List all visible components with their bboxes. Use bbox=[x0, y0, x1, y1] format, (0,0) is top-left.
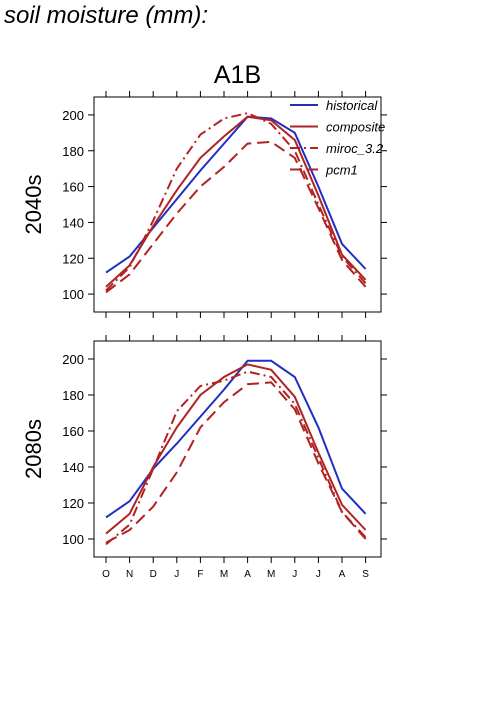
chart-panel-2: 2080s 100 120 140 160 180 200 O N D J F M A M J J A S bbox=[21, 335, 387, 580]
y-tick-label: 140 bbox=[62, 215, 84, 230]
series-line-historical bbox=[105, 359, 367, 519]
y-tick-label: 180 bbox=[62, 144, 84, 159]
y-tick-label: 200 bbox=[62, 108, 84, 123]
x-tick-label: S bbox=[362, 569, 369, 580]
legend-label: historical bbox=[326, 98, 378, 113]
x-tick-label: M bbox=[220, 569, 228, 580]
x-tick-label: A bbox=[244, 569, 251, 580]
y-tick-label: 160 bbox=[62, 180, 84, 195]
y-tick-label: 140 bbox=[62, 460, 84, 475]
series-line-miroc-3-2 bbox=[105, 112, 367, 292]
plot-frame bbox=[93, 340, 382, 558]
x-tick-label: J bbox=[174, 569, 179, 580]
chart-panel-1: A1B 2040s 100 120 140 160 180 200 bbox=[21, 61, 387, 318]
x-tick-label: O bbox=[102, 569, 110, 580]
series-line-miroc-3-2 bbox=[105, 370, 367, 546]
y-axis-label: 2040s bbox=[21, 175, 46, 235]
y-axis-label: 2080s bbox=[21, 419, 46, 479]
x-tick-label: A bbox=[339, 569, 346, 580]
legend: historical composite miroc_3.2 pcm1 bbox=[290, 98, 385, 178]
series-line-pcm1 bbox=[105, 140, 367, 294]
series-line-pcm1 bbox=[105, 381, 367, 544]
chart-title: A1B bbox=[214, 61, 261, 89]
y-tick-label: 120 bbox=[62, 496, 84, 511]
y-tick-label: 180 bbox=[62, 388, 84, 403]
x-tick-label: N bbox=[126, 569, 133, 580]
x-tick-label: J bbox=[316, 569, 321, 580]
x-tick-label: M bbox=[267, 569, 275, 580]
legend-label: composite bbox=[326, 120, 385, 135]
y-tick-label: 120 bbox=[62, 251, 84, 266]
y-tick-label: 160 bbox=[62, 424, 84, 439]
plot-frame bbox=[93, 96, 382, 313]
x-tick-label: F bbox=[197, 569, 203, 580]
y-tick-label: 100 bbox=[62, 287, 84, 302]
page-title: soil moisture (mm): bbox=[4, 2, 209, 29]
legend-label: pcm1 bbox=[325, 163, 358, 178]
y-tick-label: 100 bbox=[62, 532, 84, 547]
y-tick-label: 200 bbox=[62, 352, 84, 367]
x-tick-label: D bbox=[150, 569, 157, 580]
x-tick-label: J bbox=[292, 569, 297, 580]
legend-label: miroc_3.2 bbox=[326, 141, 384, 156]
series-line-composite bbox=[105, 115, 367, 288]
series-line-composite bbox=[105, 363, 367, 535]
